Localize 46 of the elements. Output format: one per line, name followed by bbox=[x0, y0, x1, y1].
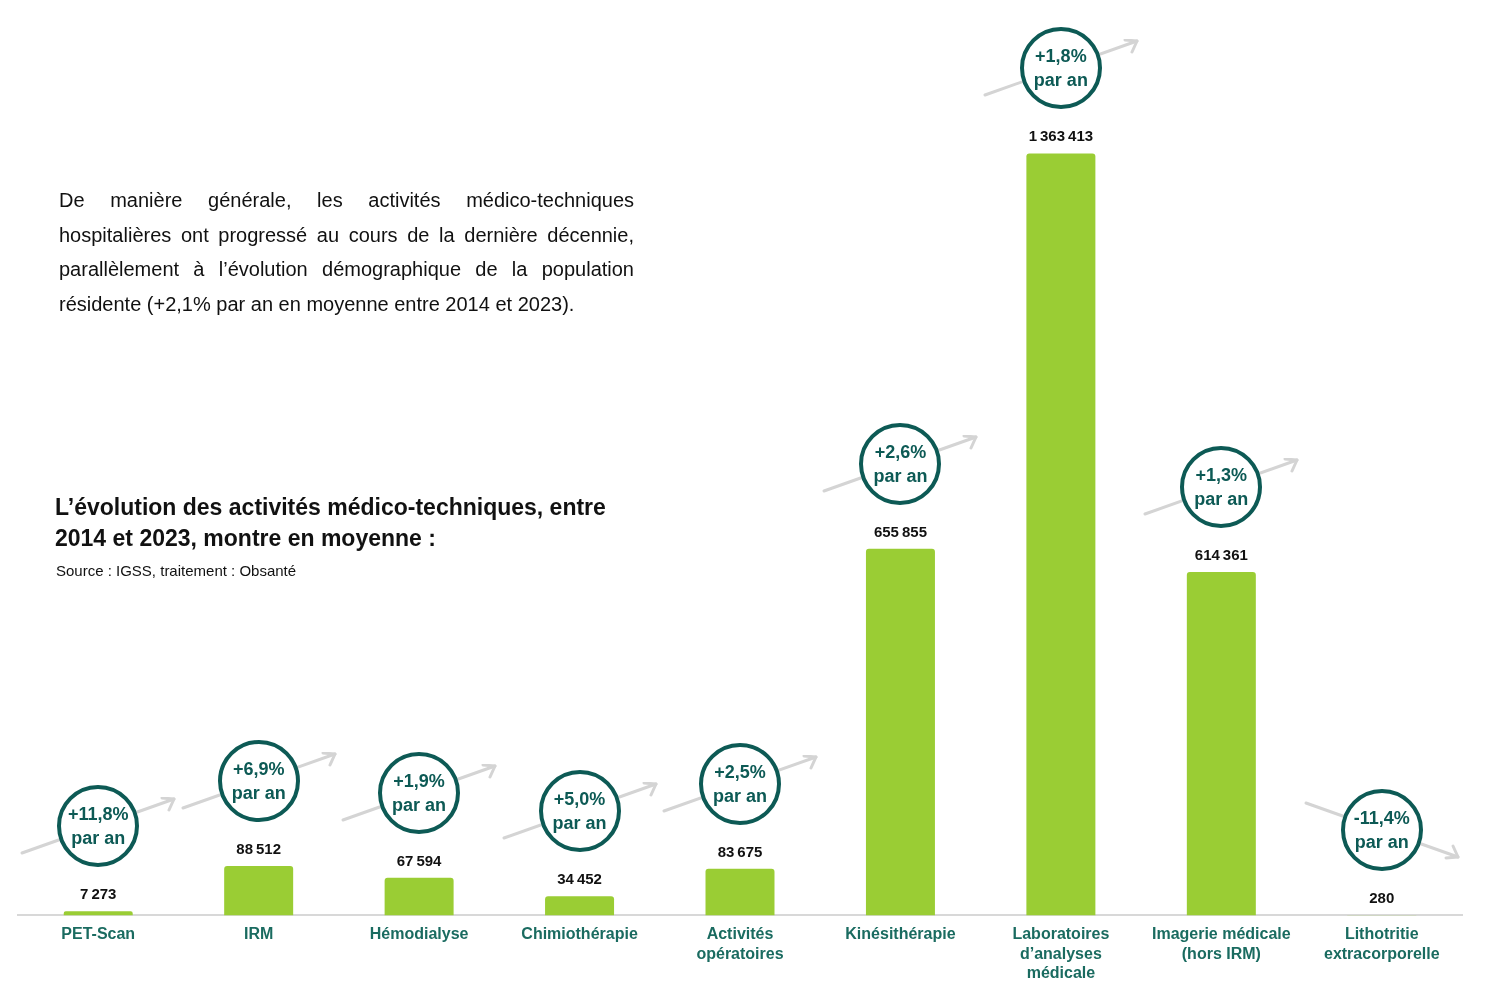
data-label: 655 855 bbox=[873, 522, 927, 540]
bar bbox=[865, 548, 935, 916]
circle-badge: +1,8% par an bbox=[1019, 27, 1102, 110]
annotation: +2,5% par an bbox=[712, 760, 768, 808]
bar bbox=[224, 865, 294, 916]
x-tick-label: Laboratoires d’analyses médicale bbox=[1012, 925, 1110, 981]
data-label: 614 361 bbox=[1194, 546, 1248, 564]
bar bbox=[63, 911, 133, 916]
data-label: 1 363 413 bbox=[1028, 127, 1094, 145]
data-label: 34 452 bbox=[557, 870, 602, 888]
x-tick-label: Chimiothérapie bbox=[521, 925, 638, 943]
x-tick-label: Hémodialyse bbox=[369, 925, 469, 943]
annotation: +11,8% par an bbox=[67, 803, 129, 851]
x-tick-label: Lithotritie extracorporelle bbox=[1323, 925, 1440, 962]
bar bbox=[1026, 153, 1096, 916]
circle-badge: +6,9% par an bbox=[217, 739, 300, 822]
x-tick-label: Imagerie médicale (hors IRM) bbox=[1151, 925, 1291, 962]
data-label: 88 512 bbox=[236, 839, 282, 857]
data-label: 7 273 bbox=[80, 885, 117, 903]
annotation: De manière générale, les activités médico-techniques hospitalières ont progressé au cours de la dernière décennie, parallèlement à l’évolution démographique de la population résidente (+2,1% par an en moyenne entre 2014 et 2023). bbox=[59, 188, 634, 317]
data-label: 83 675 bbox=[717, 842, 763, 860]
annotation: +6,9% par an bbox=[231, 757, 286, 805]
bar bbox=[384, 877, 454, 916]
annotation: +1,3% par an bbox=[1194, 464, 1249, 512]
text: L’évolution des activités médico-techniques, entre 2014 et 2023, montre en moyenne : bbox=[55, 493, 607, 553]
annotation: -11,4% par an bbox=[1353, 807, 1410, 855]
data-label: 67 594 bbox=[396, 851, 443, 869]
bar bbox=[705, 868, 775, 916]
x-tick-label: Kinésithérapie bbox=[845, 925, 956, 943]
bar bbox=[1186, 572, 1256, 916]
x-tick-label: IRM bbox=[244, 925, 274, 943]
circle-badge: +2,6% par an bbox=[859, 422, 942, 505]
annotation: Source : IGSS, traitement : Obsanté bbox=[56, 562, 297, 579]
annotation: +5,0% par an bbox=[552, 788, 607, 836]
circle-badge: +1,3% par an bbox=[1180, 446, 1263, 529]
circle-badge: +5,0% par an bbox=[538, 770, 621, 853]
circle-badge: +11,8% par an bbox=[57, 785, 140, 868]
circle-badge: +1,9% par an bbox=[378, 751, 461, 834]
x-tick-label: PET-Scan bbox=[61, 925, 136, 943]
circle-badge: +2,5% par an bbox=[699, 742, 781, 825]
bar bbox=[545, 896, 615, 916]
circle-badge: -11,4% par an bbox=[1340, 789, 1423, 872]
data-label: 280 bbox=[1369, 889, 1395, 907]
annotation: +2,6% par an bbox=[873, 440, 928, 488]
annotation: +1,9% par an bbox=[392, 769, 447, 817]
x-tick-label: Activités opératoires bbox=[696, 925, 784, 962]
